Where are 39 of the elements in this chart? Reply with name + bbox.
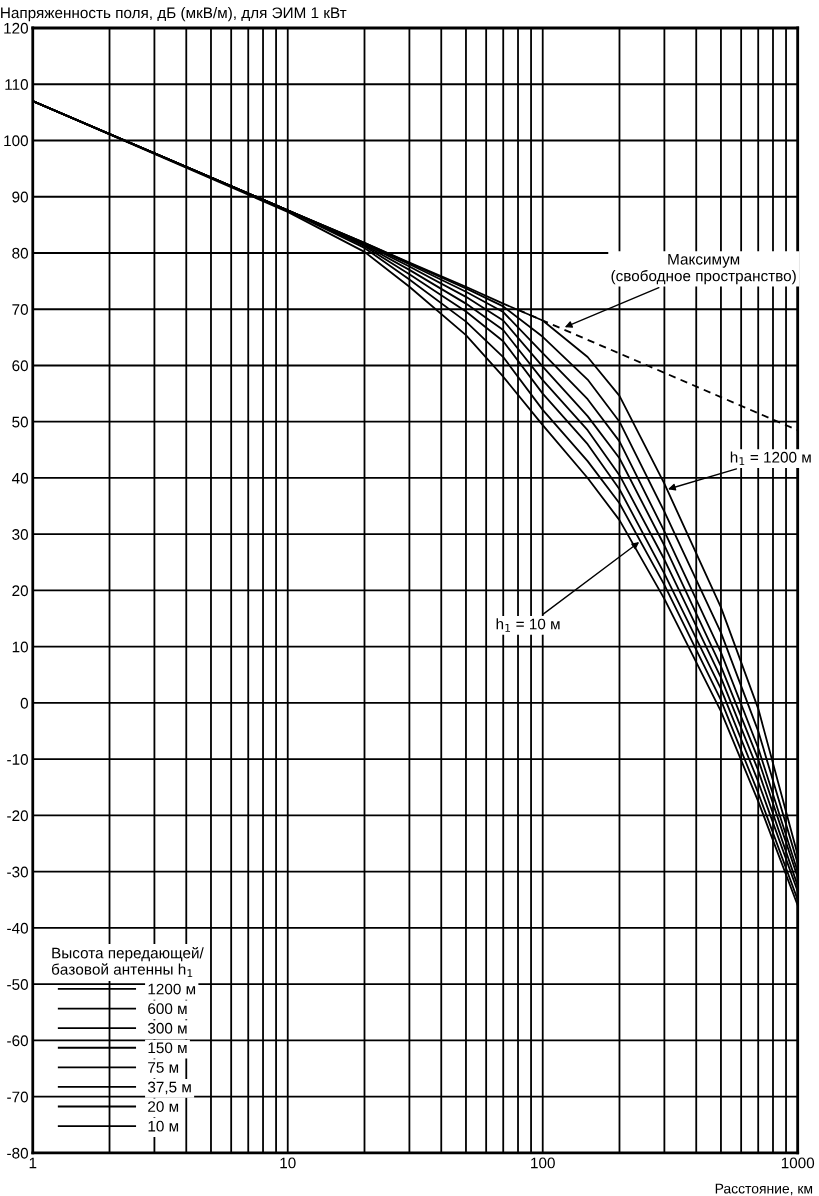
legend-label: 10 м: [148, 1120, 179, 1132]
legend-label: 1200 м: [148, 983, 196, 995]
y-tick-label: -70: [7, 1091, 28, 1103]
y-tick-label: 20: [12, 585, 28, 597]
legend-label: 20 м: [148, 1101, 179, 1112]
annotation: h$_{1}$ = 1200 м: [730, 451, 811, 466]
y-tick-label: -40: [7, 922, 28, 934]
x-tick-label: 1000: [781, 1157, 815, 1169]
y-tick-label: 50: [12, 416, 28, 428]
y-tick-label: 80: [12, 247, 28, 259]
legend-label: 150 м: [148, 1042, 187, 1054]
y-tick-label: 10: [12, 641, 28, 653]
x-tick-label: 100: [531, 1157, 555, 1169]
y-tick-label: -10: [7, 754, 28, 765]
y-tick-label: 0: [20, 697, 28, 709]
y-tick-label: 60: [12, 360, 28, 372]
annotation: Максимум (свободное пространство): [611, 254, 796, 285]
y-axis-title: Напряженность поля, дБ (мкВ/м), для ЭИМ 1 кВт: [1, 6, 347, 22]
y-tick-label: 70: [12, 304, 28, 315]
legend-label: 600 м: [148, 1003, 187, 1015]
legend-label: 75 м: [148, 1062, 179, 1073]
legend-title: Высота передающей/ базовой антенны h$_{1}$: [51, 946, 204, 978]
y-tick-label: 40: [11, 472, 28, 484]
x-tick-label: 10: [280, 1157, 296, 1169]
y-tick-label: -20: [7, 810, 28, 822]
y-tick-label: 120: [4, 22, 28, 34]
legend-label: 37,5 м: [147, 1081, 191, 1095]
y-tick-label: 90: [12, 191, 28, 203]
x-tick-label: 1: [29, 1157, 37, 1169]
legend-label: 300 м: [147, 1022, 187, 1034]
y-tick-label: -30: [7, 866, 28, 878]
annotation: h$_{1}$ = 10 м: [496, 618, 560, 632]
y-tick-label: 100: [4, 135, 28, 147]
x-axis-title: Расстояние, км: [715, 1183, 813, 1196]
y-tick-label: -60: [7, 1035, 28, 1047]
y-tick-label: 110: [5, 79, 28, 90]
y-tick-label: -80: [7, 1147, 28, 1159]
y-tick-label: -50: [7, 979, 28, 990]
y-tick-label: 30: [12, 529, 28, 540]
